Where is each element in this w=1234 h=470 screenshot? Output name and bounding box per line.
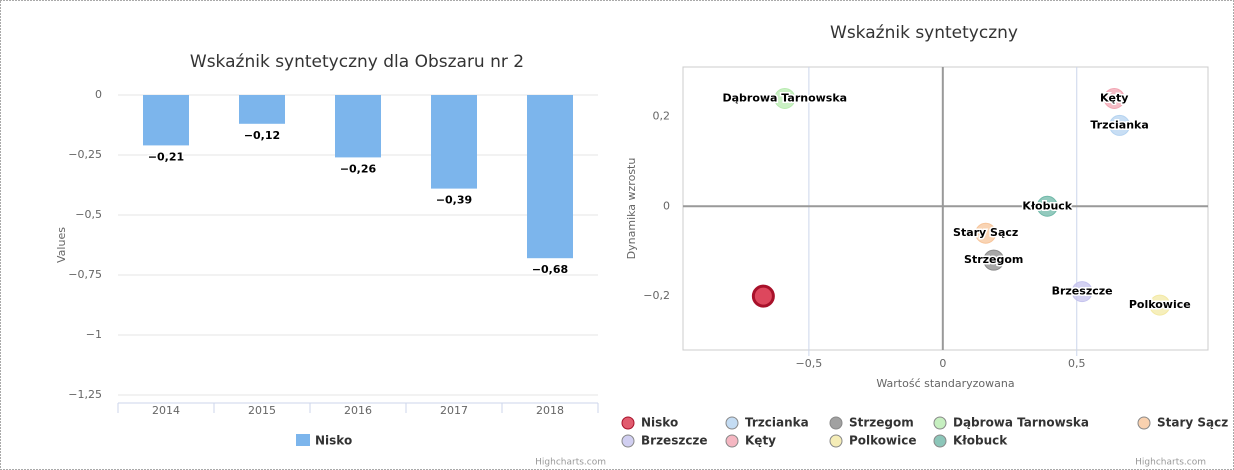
bar <box>143 95 189 146</box>
point <box>751 284 775 308</box>
point <box>975 222 997 244</box>
x-tick-label: 0,5 <box>1068 357 1086 370</box>
x-tick-label: 2017 <box>440 404 468 417</box>
data-label: Trzcianka <box>1090 118 1148 131</box>
data-label: −0,68 <box>532 263 568 276</box>
legend-label: Kęty <box>745 434 776 448</box>
data-label: Brzeszcze <box>1052 285 1113 298</box>
y-tick-label: 0 <box>663 199 670 212</box>
chart-title: Wskaźnik syntetyczny <box>830 23 1018 43</box>
legend-symbol <box>725 434 739 448</box>
data-label: −0,39 <box>436 194 472 207</box>
legend-symbol <box>829 416 843 430</box>
point <box>774 87 796 109</box>
legend-label: Strzegom <box>849 416 914 430</box>
data-label: −0,26 <box>340 162 377 175</box>
data-label: Polkowice <box>1129 298 1191 311</box>
data-label: Kłobuck <box>1022 199 1072 212</box>
legend-symbol <box>933 416 947 430</box>
credits: Highcharts.com <box>1135 458 1206 468</box>
legend-symbol <box>933 434 947 448</box>
point <box>1071 281 1093 303</box>
y-tick-label: −1,25 <box>68 388 102 401</box>
point <box>1036 195 1058 217</box>
data-label: Stary Sącz <box>953 226 1018 239</box>
legend-label: Brzeszcze <box>641 434 708 448</box>
y-axis-title: Values <box>55 227 68 263</box>
x-tick-label: 2015 <box>248 404 276 417</box>
bar <box>335 95 381 158</box>
data-label: Dąbrowa Tarnowska <box>722 91 847 104</box>
legend-label: Nisko <box>315 434 352 448</box>
legend-label: Dąbrowa Tarnowska <box>953 416 1089 430</box>
x-axis-title: Wartość standaryzowana <box>876 377 1014 390</box>
data-label: Strzegom <box>964 253 1023 266</box>
legend-label: Stary Sącz <box>1157 416 1228 430</box>
y-tick-label: −0,2 <box>643 289 670 302</box>
legend-symbol <box>621 416 635 430</box>
point <box>1149 294 1171 316</box>
point <box>1103 87 1125 109</box>
x-tick-label: 2014 <box>152 404 180 417</box>
y-tick-label: −0,25 <box>68 148 102 161</box>
y-tick-label: 0,2 <box>653 109 671 122</box>
bar <box>431 95 477 189</box>
legend-symbol <box>725 416 739 430</box>
data-label: −0,21 <box>148 150 184 163</box>
legend-label: Trzcianka <box>745 416 809 430</box>
data-label: −0,12 <box>244 129 280 142</box>
point <box>983 249 1005 271</box>
y-tick-label: −0,5 <box>75 208 102 221</box>
legend-label: Nisko <box>641 416 678 430</box>
credits: Highcharts.com <box>535 458 606 468</box>
y-tick-label: −0,75 <box>68 268 102 281</box>
legend-symbol <box>1137 416 1151 430</box>
plot-border <box>682 66 1209 351</box>
bar <box>527 95 573 259</box>
data-label: Kęty <box>1100 91 1128 104</box>
x-tick-label: 0 <box>939 357 946 370</box>
legend-symbol <box>296 434 310 446</box>
legend-label: Polkowice <box>849 434 917 448</box>
y-axis-title: Dynamika wzrostu <box>625 158 638 260</box>
y-tick-label: −1 <box>86 328 102 341</box>
y-tick-label: 0 <box>95 88 102 101</box>
legend-symbol <box>829 434 843 448</box>
x-tick-label: 2018 <box>536 404 564 417</box>
bar <box>239 95 285 124</box>
chart-title: Wskaźnik syntetyczny dla Obszaru nr 2 <box>190 52 524 72</box>
x-tick-label: −0,5 <box>796 357 823 370</box>
legend-symbol <box>621 434 635 448</box>
x-tick-label: 2016 <box>344 404 372 417</box>
legend-label: Kłobuck <box>953 434 1008 448</box>
point <box>1109 114 1131 136</box>
